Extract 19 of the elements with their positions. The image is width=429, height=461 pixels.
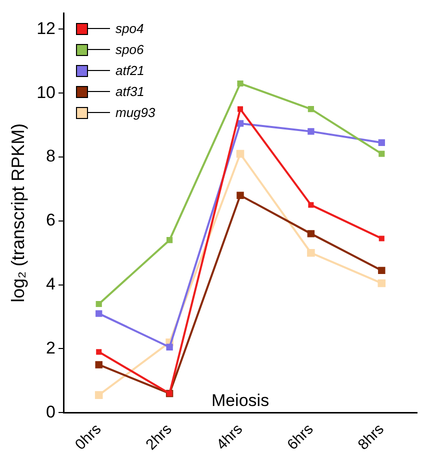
y-axis-title: log₂ (transcript RPKM) <box>8 123 28 302</box>
y-tick-label: 10 <box>36 82 56 102</box>
y-tick-label: 2 <box>46 338 56 358</box>
legend-label: spo4 <box>116 21 144 36</box>
legend-label: spo6 <box>116 42 144 58</box>
y-tick-label: 4 <box>46 274 56 294</box>
x-axis-title: Meiosis <box>211 390 270 410</box>
x-tick-label: 0hrs <box>72 420 105 454</box>
legend-label: atf21 <box>116 63 144 78</box>
x-tick-label: 8hrs <box>354 420 388 454</box>
legend-label: atf31 <box>116 84 144 100</box>
y-tick-label: 6 <box>46 210 56 230</box>
x-tick-label: 6hrs <box>284 420 317 454</box>
legend-label: mug93 <box>116 105 156 120</box>
x-tick-label: 2hrs <box>142 420 176 454</box>
x-tick-label: 4hrs <box>213 420 246 454</box>
y-tick-label: 0 <box>46 402 56 422</box>
y-tick-label: 12 <box>36 18 56 38</box>
y-tick-label: 8 <box>46 146 56 166</box>
